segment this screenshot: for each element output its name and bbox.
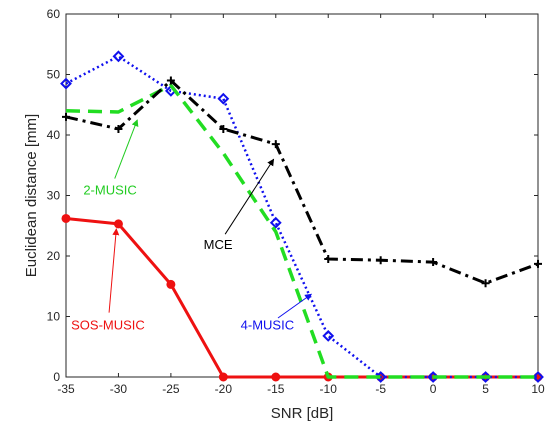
data-point-mce — [429, 258, 438, 267]
series-line-2-music — [65, 83, 538, 379]
annotation-label-4-music: 4-MUSIC — [241, 318, 294, 333]
series-2-music — [65, 83, 538, 379]
annotation-4-music: 4-MUSIC — [241, 293, 313, 333]
y-axis-label: Euclidean distance [mm] — [23, 114, 40, 277]
data-point-sos-music — [166, 279, 176, 289]
annotation-2-music: 2-MUSIC — [83, 119, 139, 198]
data-point-4-music — [112, 50, 125, 63]
data-point-mce — [166, 76, 175, 85]
annotation-layer: 2-MUSIC MCE SOS-MUSIC 4-MUSIC — [71, 119, 313, 333]
x-tick-label: -20 — [215, 382, 233, 396]
y-tick-label: 40 — [47, 128, 61, 142]
data-point-mce — [271, 140, 280, 149]
data-point-sos-music — [271, 372, 281, 382]
annotation-label-mce: MCE — [204, 237, 233, 252]
data-point-4-music — [532, 371, 544, 383]
series-line-sos-music — [65, 217, 538, 379]
data-point-sos-music — [113, 219, 123, 229]
plot-axes: -35 -30 -25 -20 -15 -10 -5 0 5 10 0 10 20 30 40 50 60 — [47, 7, 545, 396]
x-tick-label: -25 — [162, 382, 180, 396]
y-tick-label: 10 — [47, 310, 61, 324]
data-point-sos-music — [61, 213, 71, 223]
annotation-arrow-4-music — [277, 293, 313, 319]
x-tick-label: -35 — [57, 382, 75, 396]
x-tick-label: -10 — [320, 382, 338, 396]
annotation-arrow-2-music — [114, 119, 139, 179]
series-4-music — [60, 50, 544, 383]
x-tick-label: 0 — [430, 382, 437, 396]
series-line-mce — [65, 79, 539, 285]
data-point-sos-music — [218, 372, 228, 382]
series-layer — [60, 50, 544, 383]
data-point-mce — [534, 259, 542, 268]
x-tick-label: 5 — [482, 382, 489, 396]
data-point-4-music — [60, 77, 72, 90]
y-tick-label: 0 — [53, 370, 60, 384]
annotation-arrow-sos-music — [108, 228, 120, 313]
data-point-mce — [324, 255, 333, 264]
annotation-mce: MCE — [204, 158, 275, 252]
x-tick-label: 10 — [531, 382, 545, 396]
annotation-label-sos-music: SOS-MUSIC — [71, 318, 145, 333]
y-tick-label: 60 — [47, 7, 61, 21]
annotation-label-2-music: 2-MUSIC — [83, 183, 136, 198]
data-point-4-music — [217, 92, 230, 105]
y-tick-label: 50 — [47, 68, 61, 82]
y-tick-label: 30 — [47, 189, 61, 203]
annotation-sos-music: SOS-MUSIC — [71, 228, 145, 333]
data-point-4-music — [269, 216, 282, 229]
series-mce — [62, 76, 542, 288]
x-tick-label: -5 — [375, 382, 386, 396]
data-point-mce — [219, 124, 228, 133]
data-point-mce — [114, 124, 123, 133]
annotation-arrow-mce — [224, 158, 275, 235]
x-tick-label: -30 — [110, 382, 128, 396]
series-sos-music — [61, 213, 543, 382]
data-point-mce — [376, 256, 385, 265]
y-tick-label: 20 — [47, 249, 61, 263]
series-line-4-music — [65, 55, 538, 379]
data-point-4-music — [322, 329, 335, 342]
data-point-mce — [62, 112, 70, 121]
x-tick-label: -15 — [267, 382, 285, 396]
data-point-mce — [481, 279, 490, 288]
x-axis-label: SNR [dB] — [271, 405, 334, 422]
